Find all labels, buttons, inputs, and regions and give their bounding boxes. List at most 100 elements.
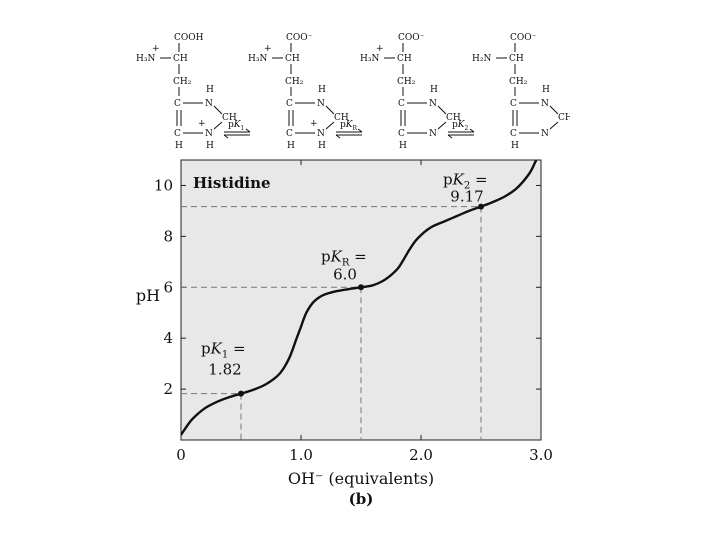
amino-group: H₃N [360,54,379,64]
x-tick-label: 3.0 [529,446,553,464]
ring-carbon-5: C [174,129,181,139]
ring-n1-hydrogen: H [206,85,214,95]
bond [549,121,559,130]
chart-title: Histidine [193,174,271,192]
bond [213,121,223,130]
titration-curve [181,160,538,436]
pka-label: pK2 = [443,171,488,192]
ring-n1-hydrogen: H [318,85,326,95]
ring-charge: + [198,119,206,129]
ring-carbon-5: C [398,129,405,139]
arrow-label-sub: 1 [241,125,245,132]
ring-carbon-hydrogen: H [399,141,407,151]
y-tick-label: 6 [163,278,173,296]
pka-label-sub: R [342,257,350,268]
bond [437,105,447,115]
amine-charge: + [376,44,384,54]
arrow-label-p: p [452,120,458,130]
alpha-carbon: CH [397,54,412,64]
bond [549,105,559,115]
pka-label-eq: = [349,247,366,265]
pka-label-p: p [443,171,453,189]
amino-group: H₃N [136,54,155,64]
pka-point [478,203,484,210]
ring-c2: CH [222,113,237,123]
equilibrium-arrow-3: pK2 [447,120,475,139]
carboxyl-group: COO⁻ [286,33,313,43]
bond [213,105,223,115]
pka-label-eq: = [228,340,245,358]
alpha-carbon: CH [509,54,524,64]
ring-n3: N [429,129,437,139]
arrow-label: pK1 [228,120,244,132]
equilibrium-arrow-2: pKR [335,120,363,139]
arrow-forward-head [469,128,475,133]
bond [325,121,335,130]
ring-n1-hydrogen: H [542,85,550,95]
pka-label-k: K [210,340,223,358]
arrow-label-k: K [457,120,466,130]
arrow-label-p: p [340,120,346,130]
ring-carbon-hydrogen: H [287,141,295,151]
x-tick-label: 1.0 [289,446,313,464]
carboxyl-group: COO⁻ [398,33,425,43]
pka-value: 1.82 [208,361,241,379]
arrow-forward-head [357,128,363,133]
pka-value: 6.0 [333,265,357,283]
beta-carbon: CH₂ [173,77,192,87]
ring-carbon-4: C [398,99,405,109]
pka-label: pK1 = [201,340,246,361]
arrow-label: pKR [340,120,358,132]
arrow-label-p: p [228,120,234,130]
ring-c2: CH [558,113,570,123]
ring-n1-hydrogen: H [430,85,438,95]
alpha-carbon: CH [285,54,300,64]
alpha-carbon: CH [173,54,188,64]
ring-carbon-4: C [510,99,517,109]
panel-label: (b) [349,490,374,508]
pka-point [238,390,244,397]
ring-n1: N [317,99,325,109]
amine-charge: + [152,44,160,54]
ring-c2: CH [334,113,349,123]
y-tick-label: 2 [163,380,173,398]
pka-label-k: K [452,171,465,189]
pka-label: pKR = [321,247,367,268]
beta-carbon: CH₂ [509,77,528,87]
arrow-label-k: K [345,120,354,130]
ring-c2: CH [446,113,461,123]
x-tick-label: 0 [176,446,186,464]
ring-n3-hydrogen: H [206,141,214,151]
arrow-label-sub: R [353,125,358,132]
ring-carbon-hydrogen: H [511,141,519,151]
ring-n1: N [541,99,549,109]
ring-carbon-5: C [286,129,293,139]
pka-label-k: K [330,247,343,265]
pka-label-p: p [201,340,211,358]
ring-n3: N [205,129,213,139]
arrow-label-sub: 2 [465,125,469,132]
pka-label-eq: = [470,171,487,189]
x-axis-title: OH⁻ (equivalents) [288,469,434,488]
ring-carbon-hydrogen: H [175,141,183,151]
ring-n1: N [205,99,213,109]
pka-point [358,284,364,291]
ring-n1: N [429,99,437,109]
ring-carbon-4: C [286,99,293,109]
y-tick-label: 8 [163,227,173,245]
beta-carbon: CH₂ [397,77,416,87]
bond [325,105,335,115]
ring-carbon-4: C [174,99,181,109]
equilibrium-arrow-1: pK1 [223,120,251,139]
beta-carbon: CH₂ [285,77,304,87]
arrow-reverse-head [223,134,229,139]
arrow-label-k: K [233,120,242,130]
carboxyl-group: COO⁻ [510,33,537,43]
ring-n3: N [317,129,325,139]
arrow-label: pK2 [452,120,469,132]
y-tick-label: 4 [163,329,173,347]
amino-group: H₂N [472,54,491,64]
